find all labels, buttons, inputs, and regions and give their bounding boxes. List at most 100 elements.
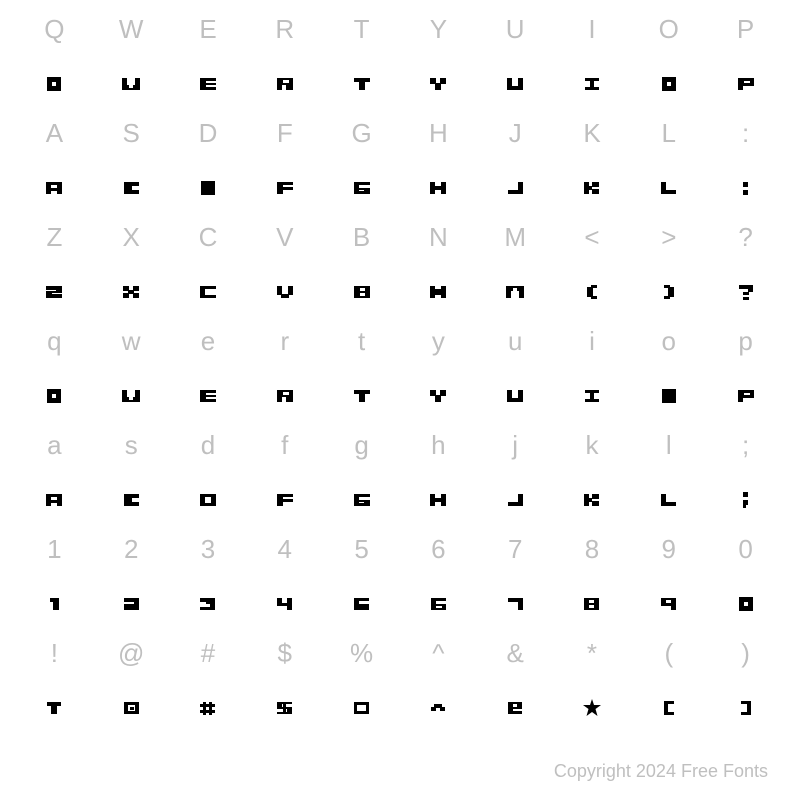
- glyph-W: [122, 376, 140, 416]
- char-cell: P: [707, 8, 784, 112]
- glyph-colon: [743, 168, 748, 208]
- glyph-four: [277, 584, 292, 624]
- reference-char: t: [358, 324, 365, 358]
- glyph-B: [354, 272, 370, 312]
- char-cell: y: [400, 320, 477, 424]
- glyph-box-dot: [47, 64, 61, 104]
- reference-char: 4: [278, 532, 292, 566]
- char-cell: M: [477, 216, 554, 320]
- reference-char: !: [51, 636, 58, 670]
- reference-char: w: [122, 324, 141, 358]
- glyph-P: [738, 376, 754, 416]
- char-cell: 4: [246, 528, 323, 632]
- reference-char: h: [431, 428, 445, 462]
- char-cell: O: [630, 8, 707, 112]
- glyph-at: [124, 688, 139, 728]
- char-cell: 8: [554, 528, 631, 632]
- char-cell: G: [323, 112, 400, 216]
- glyph-exclaim: [47, 688, 61, 728]
- glyph-L: [661, 480, 676, 520]
- glyph-caret: [431, 688, 445, 728]
- glyph-Y: [430, 64, 446, 104]
- reference-char: &: [507, 636, 524, 670]
- char-cell: s: [93, 424, 170, 528]
- reference-char: i: [589, 324, 595, 358]
- glyph-dollar: [277, 688, 292, 728]
- reference-char: Q: [44, 12, 64, 46]
- char-cell: j: [477, 424, 554, 528]
- reference-char: 0: [738, 532, 752, 566]
- glyph-E: [200, 64, 216, 104]
- reference-char: r: [280, 324, 289, 358]
- glyph-H: [430, 480, 446, 520]
- glyph-F: [277, 480, 293, 520]
- glyph-Z: [46, 272, 62, 312]
- reference-char: T: [354, 12, 370, 46]
- reference-char: ): [741, 636, 750, 670]
- char-cell: 1: [16, 528, 93, 632]
- reference-char: p: [738, 324, 752, 358]
- char-cell: k: [554, 424, 631, 528]
- reference-char: ^: [432, 636, 444, 670]
- char-cell: $: [246, 632, 323, 736]
- glyph-S: [124, 480, 139, 520]
- char-cell: %: [323, 632, 400, 736]
- char-cell: H: [400, 112, 477, 216]
- glyph-box-dot: [47, 376, 61, 416]
- char-cell: f: [246, 424, 323, 528]
- char-cell: ?: [707, 216, 784, 320]
- char-cell: R: [246, 8, 323, 112]
- char-cell: 6: [400, 528, 477, 632]
- glyph-N: [430, 272, 446, 312]
- glyph-nine: [661, 584, 676, 624]
- char-cell: l: [630, 424, 707, 528]
- reference-char: C: [199, 220, 218, 254]
- reference-char: Z: [46, 220, 62, 254]
- char-cell: i: [554, 320, 631, 424]
- glyph-hash: [200, 688, 215, 728]
- reference-char: 2: [124, 532, 138, 566]
- reference-char: P: [737, 12, 754, 46]
- glyph-K: [584, 168, 599, 208]
- glyph-three: [200, 584, 215, 624]
- glyph-R: [277, 376, 293, 416]
- reference-char: :: [742, 116, 749, 150]
- glyph-V: [277, 272, 293, 312]
- glyph-J: [508, 480, 523, 520]
- reference-char: L: [662, 116, 676, 150]
- char-cell: ;: [707, 424, 784, 528]
- reference-char: 1: [47, 532, 61, 566]
- glyph-T: [354, 64, 370, 104]
- glyph-rbracket: [741, 688, 751, 728]
- char-cell: @: [93, 632, 170, 736]
- glyph-F: [277, 168, 293, 208]
- char-cell: 0: [707, 528, 784, 632]
- glyph-lparen: [587, 272, 597, 312]
- reference-char: <: [584, 220, 599, 254]
- reference-char: 8: [585, 532, 599, 566]
- glyph-P: [738, 64, 754, 104]
- glyph-R: [277, 64, 293, 104]
- glyph-S: [124, 168, 139, 208]
- char-cell: V: [246, 216, 323, 320]
- glyph-rparen: [664, 272, 674, 312]
- char-cell: *: [554, 632, 631, 736]
- glyph-J: [508, 168, 523, 208]
- char-cell: C: [170, 216, 247, 320]
- reference-char: D: [199, 116, 218, 150]
- char-cell: w: [93, 320, 170, 424]
- char-cell: e: [170, 320, 247, 424]
- glyph-H: [430, 168, 446, 208]
- glyph-two: [124, 584, 139, 624]
- reference-char: B: [353, 220, 370, 254]
- glyph-U: [507, 64, 523, 104]
- char-cell: D: [170, 112, 247, 216]
- glyph-box-dot: [739, 584, 753, 624]
- char-cell: 5: [323, 528, 400, 632]
- glyph-star: [583, 688, 601, 728]
- reference-char: R: [275, 12, 294, 46]
- char-cell: N: [400, 216, 477, 320]
- glyph-five: [354, 584, 369, 624]
- reference-char: 5: [354, 532, 368, 566]
- glyph-K: [584, 480, 599, 520]
